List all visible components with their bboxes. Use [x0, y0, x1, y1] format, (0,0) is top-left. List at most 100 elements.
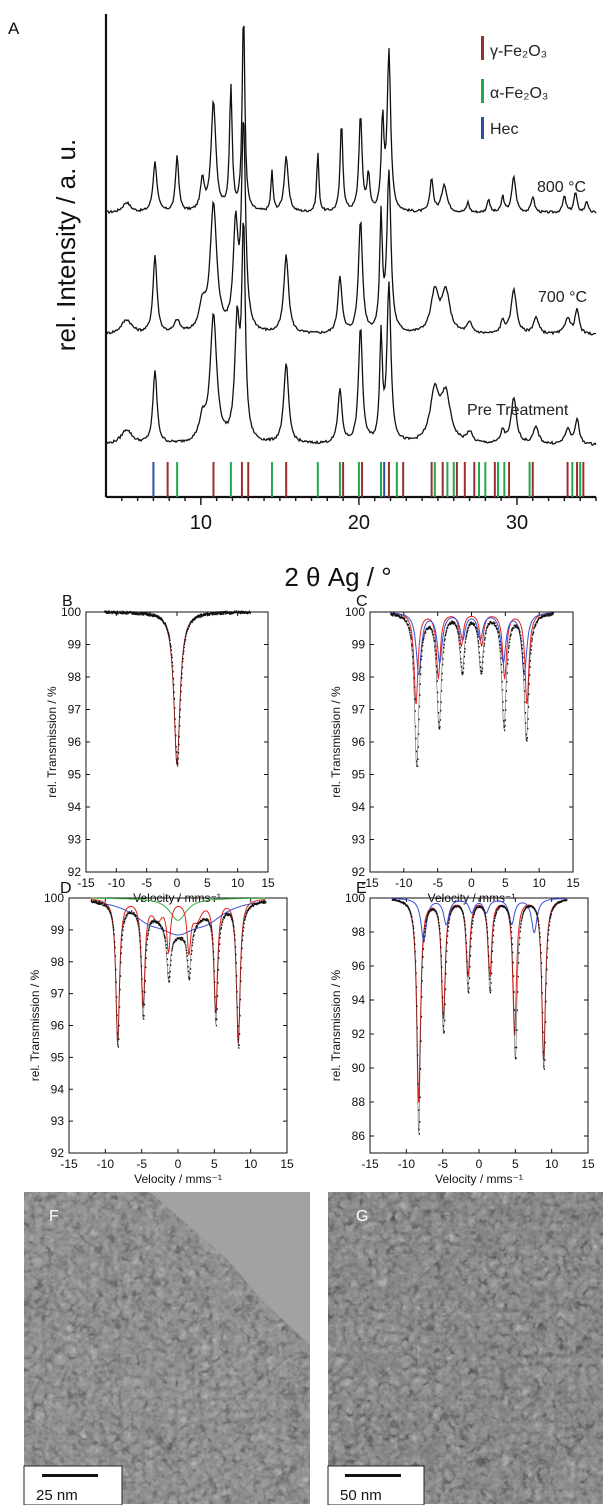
legend-entry-gamma: γ-Fe₂O₃ [490, 43, 547, 60]
xrd-trace-2 [106, 222, 597, 446]
x-tick-label: -10 [395, 876, 413, 890]
x-tick-label: -10 [97, 1157, 115, 1171]
measured-points [90, 899, 267, 1049]
y-axis-label: rel. Transmission / % [329, 969, 343, 1081]
y-tick-label: 93 [68, 833, 82, 847]
panel-g-label: G [356, 1208, 368, 1225]
fit-component-green [90, 897, 266, 921]
trace-label-800: 800 °C [537, 179, 586, 196]
y-tick-label: 98 [51, 955, 65, 969]
mossbauer-b: -15 -10 -5 0 5 10 159293949596979899100Velocit… [45, 605, 275, 905]
xrd-plot: 10 20 30 [104, 14, 597, 534]
trace-label-700: 700 °C [538, 289, 587, 306]
panel-a-label: A [8, 19, 20, 38]
y-tick-label: 100 [44, 891, 64, 905]
x-tick-label: -15 [77, 876, 95, 890]
scalebar-g-text: 50 nm [340, 1487, 382, 1504]
fit-envelope [90, 901, 266, 1048]
scalebar-f-text: 25 nm [36, 1487, 78, 1504]
x-tick-label: 15 [261, 876, 275, 890]
y-tick-label: 96 [352, 735, 366, 749]
y-tick-label: 97 [352, 703, 366, 717]
panel-c-group: C -15 -10 -5 0 5 10 159293949596979899100Veloc… [329, 593, 580, 905]
x-tick-label: -5 [437, 1157, 448, 1171]
y-tick-label: 94 [352, 800, 366, 814]
measured-points [104, 610, 251, 767]
panel-a-ylabel: rel. Intensity / a. u. [51, 139, 81, 351]
fit-component-blue [90, 901, 266, 936]
legend-entry-hec: Hec [490, 121, 518, 138]
y-tick-label: 94 [51, 1082, 65, 1096]
y-tick-label: 99 [352, 638, 366, 652]
xrd-legend: γ-Fe₂O₃ α-Fe₂O₃ Hec [481, 36, 548, 139]
mossbauer-e: -15 -10 -5 0 5 10 15 86 88 90 92 94 96 98 100 Velocity … [329, 891, 595, 1186]
x-tick-label: -5 [136, 1157, 147, 1171]
mossbauer-d: -15 -10 -5 0 5 10 15 92 93 94 95 96 97 98 99 100 Velocit… [28, 891, 294, 1186]
fit-envelope [104, 612, 250, 765]
y-tick-label: 90 [352, 1061, 366, 1075]
xrd-trace-0 [106, 25, 597, 215]
plot-frame [85, 611, 269, 873]
y-tick-label: 96 [51, 1019, 65, 1033]
y-tick-label: 95 [68, 768, 82, 782]
y-tick-label: 99 [68, 638, 82, 652]
y-tick-label: 99 [51, 923, 65, 937]
x-tick-label: 10 [532, 876, 546, 890]
y-tick-label: 98 [68, 670, 82, 684]
panel-e-label: E [356, 880, 367, 897]
y-tick-label: 96 [68, 735, 82, 749]
plot-frame [68, 897, 288, 1154]
panel-a: A rel. Intensity / a. u. 10 20 30 2 θ Ag /… [8, 14, 597, 592]
x-tick-label: 15 [581, 1157, 595, 1171]
x-tick-label: -15 [361, 876, 379, 890]
y-axis-label: rel. Transmission / % [28, 969, 42, 1081]
panel-d-label: D [60, 880, 72, 897]
y-tick-label: 92 [352, 1027, 366, 1041]
xrd-trace-1 [106, 121, 597, 336]
y-tick-label: 92 [68, 865, 82, 879]
x-tick-label: 10 [545, 1157, 559, 1171]
y-tick-label: 88 [352, 1095, 366, 1109]
y-tick-label: 100 [345, 891, 365, 905]
plot-frame [369, 897, 589, 1154]
x-tick-label: 5 [512, 1157, 519, 1171]
xrd-x-tick-label: 20 [348, 512, 370, 534]
panel-f-label: F [49, 1208, 59, 1225]
x-axis-label: Velocity / mms⁻¹ [435, 1172, 523, 1186]
x-tick-label: 0 [174, 876, 181, 890]
fit-component-red [390, 612, 553, 705]
x-tick-label: 5 [204, 876, 211, 890]
y-axis-label: rel. Transmission / % [329, 686, 343, 798]
y-tick-label: 94 [68, 800, 82, 814]
y-tick-label: 95 [352, 768, 366, 782]
x-tick-label: 5 [211, 1157, 218, 1171]
panel-e-group: E -15 -10 -5 0 5 10 15 86 88 90 92 94 96 98 100 Velocit… [329, 880, 595, 1186]
trace-label-pre: Pre Treatment [467, 402, 569, 419]
panel-b-group: B -15 -10 -5 0 5 10 159293949596979899100Veloc… [45, 593, 275, 905]
panel-b-label: B [62, 593, 73, 610]
y-tick-label: 97 [51, 987, 65, 1001]
x-tick-label: -5 [141, 876, 152, 890]
fit-component-red [391, 899, 567, 1103]
legend-entry-alpha: α-Fe₂O₃ [490, 85, 548, 102]
y-tick-label: 98 [352, 670, 366, 684]
y-axis-label: rel. Transmission / % [45, 686, 59, 798]
x-tick-label: -15 [60, 1157, 78, 1171]
x-tick-label: -10 [108, 876, 126, 890]
measured-points [390, 612, 554, 767]
y-tick-label: 93 [51, 1114, 65, 1128]
mossbauer-c: -15 -10 -5 0 5 10 159293949596979899100Velocit… [329, 605, 580, 905]
x-tick-label: -10 [398, 1157, 416, 1171]
scalebar-g-box [327, 1465, 425, 1505]
x-tick-label: 0 [175, 1157, 182, 1171]
scalebar-f-bar [42, 1474, 98, 1477]
x-tick-label: 10 [244, 1157, 258, 1171]
panel-c-label: C [356, 593, 368, 610]
xrd-x-tick-label: 10 [190, 512, 212, 534]
tem-f-vacuum-region [150, 1192, 310, 1345]
fit-component-blue [390, 612, 553, 676]
y-tick-label: 97 [68, 703, 82, 717]
y-tick-label: 96 [352, 959, 366, 973]
x-tick-label: -15 [361, 1157, 379, 1171]
